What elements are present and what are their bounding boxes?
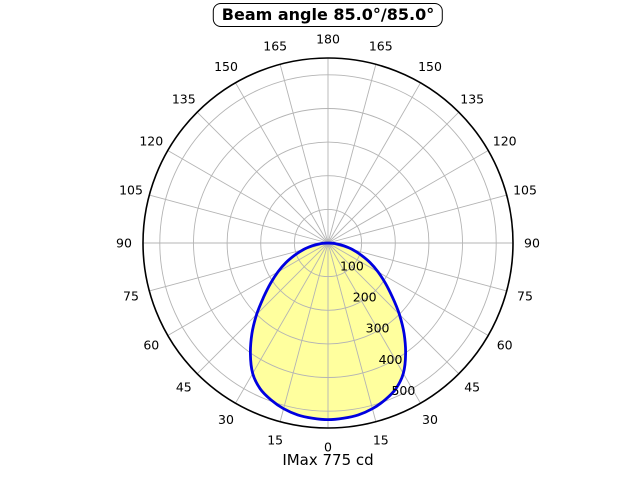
angle-tick-label: 135 <box>172 91 196 106</box>
grid-spoke <box>235 242 329 404</box>
beam-curve <box>248 241 408 421</box>
angle-tick-label: 150 <box>418 59 442 74</box>
grid-spoke <box>327 242 507 292</box>
angle-tick-label: 30 <box>218 412 234 427</box>
polar-grid <box>143 58 513 428</box>
radius-tick-label: 100 <box>340 259 364 274</box>
angle-tick-label: 45 <box>464 380 480 395</box>
grid-spoke <box>149 242 329 292</box>
angle-labels: 0 15 15 30 30 45 45 60 60 75 75 90 90 105 105 120 120 135… <box>116 32 540 455</box>
angle-tick-label: 120 <box>139 134 163 149</box>
grid-spoke <box>327 111 460 244</box>
angle-tick-label: 60 <box>497 338 513 353</box>
grid-spoke <box>327 242 489 336</box>
grid-ring <box>260 175 396 311</box>
angle-tick-label: 90 <box>116 236 132 251</box>
angle-tick-label: 75 <box>123 288 139 303</box>
grid-spoke <box>196 111 329 244</box>
grid-spoke <box>327 242 377 422</box>
angle-tick-label: 75 <box>517 288 533 303</box>
angle-tick-label: 15 <box>267 433 283 448</box>
grid-ring <box>293 208 363 278</box>
angle-tick-label: 15 <box>373 433 389 448</box>
angle-tick-label: 180 <box>316 32 340 47</box>
angle-tick-label: 105 <box>119 183 143 198</box>
grid-spoke <box>279 64 329 244</box>
grid-spoke <box>327 242 421 404</box>
grid-spoke <box>327 64 377 244</box>
angle-tick-label: 60 <box>143 338 159 353</box>
radius-labels: 100 200 300 400 500 <box>340 259 415 398</box>
grid-spoke <box>279 242 329 422</box>
grid-ring <box>159 74 497 412</box>
grid-spoke <box>327 150 489 244</box>
grid-spoke <box>327 82 421 244</box>
polar-outline <box>142 57 514 429</box>
grid-ring <box>193 108 463 378</box>
angle-tick-label: 120 <box>493 134 517 149</box>
angle-tick-label: 30 <box>422 412 438 427</box>
angle-tick-label: 90 <box>524 236 540 251</box>
radius-tick-label: 200 <box>353 290 377 305</box>
chart-title: Beam angle 85.0°/85.0° <box>212 3 444 27</box>
grid-spoke <box>196 242 329 375</box>
grid-spoke <box>167 242 329 336</box>
grid-spoke <box>167 150 329 244</box>
grid-spoke <box>327 242 460 375</box>
grid-spoke <box>235 82 329 244</box>
radius-tick-label: 400 <box>379 352 403 367</box>
grid-spoke <box>149 194 329 244</box>
angle-tick-label: 105 <box>513 183 537 198</box>
grid-spoke <box>327 194 507 244</box>
angle-tick-label: 0 <box>324 440 332 455</box>
angle-tick-label: 150 <box>214 59 238 74</box>
radius-tick-label: 300 <box>366 321 390 336</box>
radius-tick-label: 500 <box>391 383 415 398</box>
grid-ring <box>226 141 430 345</box>
imax-label: IMax 775 cd <box>282 451 374 469</box>
angle-tick-label: 45 <box>176 380 192 395</box>
angle-tick-label: 135 <box>460 91 484 106</box>
angle-tick-label: 165 <box>369 39 393 54</box>
angle-tick-label: 165 <box>263 39 287 54</box>
